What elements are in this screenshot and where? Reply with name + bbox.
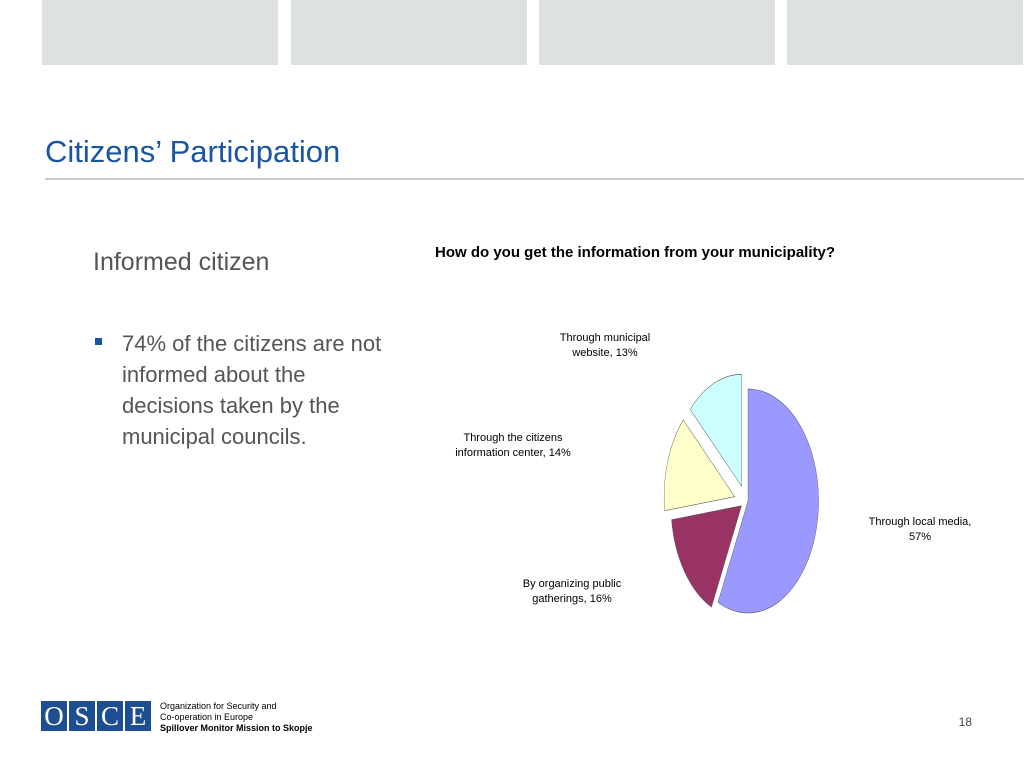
title-divider — [45, 178, 1024, 180]
logo-letter: E — [125, 701, 151, 731]
pie-slice-label: information center, 14% — [455, 447, 571, 459]
header-tab-1 — [42, 0, 278, 65]
org-line-1: Organization for Security and — [160, 701, 277, 711]
pie-slice-label: 57% — [909, 531, 931, 543]
pie-slice — [663, 419, 736, 512]
header-tab-4 — [787, 0, 1023, 65]
pie-labels: Through local media, 57% By organizing pub… — [455, 332, 971, 605]
pie-slice-label: Through the citizens — [463, 432, 563, 444]
logo-letter: O — [41, 701, 67, 731]
logo-letter: C — [97, 701, 123, 731]
logo-letter: S — [69, 701, 95, 731]
bullet-text: 74% of the citizens are not informed abo… — [122, 331, 382, 449]
pie-slice-label: gatherings, 16% — [532, 593, 612, 605]
section-subheading: Informed citizen — [93, 248, 270, 276]
pie-slice-label: Through local media, — [869, 516, 972, 528]
pie-chart: How do you get the information from your… — [435, 244, 971, 614]
org-line-3: Spillover Monitor Mission to Skopje — [160, 723, 313, 733]
pie-slice-label: website, 13% — [571, 347, 638, 359]
header-tab-3 — [539, 0, 775, 65]
bullet-square-icon — [95, 338, 102, 345]
header-tab-2 — [291, 0, 527, 65]
pie-slices — [663, 374, 819, 614]
pie-slice-label: By organizing public — [523, 578, 622, 590]
organization-name: Organization for Security and Co-operati… — [160, 701, 313, 734]
chart-title: How do you get the information from your… — [435, 244, 835, 261]
org-line-2: Co-operation in Europe — [160, 712, 254, 722]
pie-slice-label: Through municipal — [560, 332, 651, 344]
pie-slice — [671, 505, 742, 608]
pie-slice — [689, 374, 742, 488]
pie-slice — [717, 388, 819, 614]
page-number: 18 — [958, 715, 972, 729]
slide-title: Citizens’ Participation — [45, 134, 341, 169]
